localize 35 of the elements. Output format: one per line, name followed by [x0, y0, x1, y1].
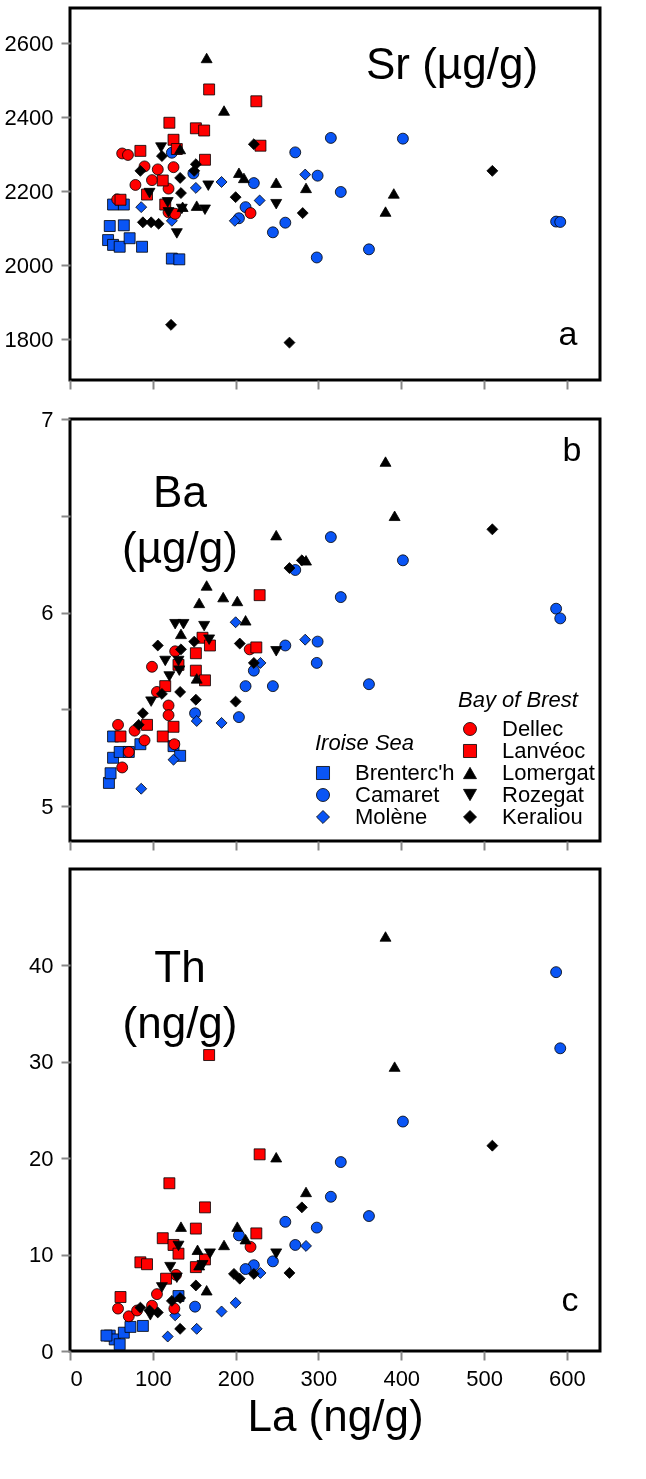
legend-label: Molène [355, 804, 428, 829]
x-tick-label: 600 [549, 1365, 586, 1391]
y-tick-label: 0 [41, 1338, 54, 1364]
y-tick-label: 1800 [4, 326, 54, 352]
x-axis-title: La (ng/g) [247, 1390, 424, 1440]
y-axis-title: Sr (µg/g) [365, 39, 539, 88]
annotation: c [561, 1280, 579, 1318]
y-tick-label: 2400 [4, 104, 54, 130]
y-tick-label: 2600 [4, 30, 54, 56]
x-tick-label: 500 [466, 1365, 503, 1391]
legend-label: Brenterc'h [355, 760, 455, 785]
y-tick-label: 40 [29, 952, 54, 978]
x-tick-label: 100 [134, 1365, 172, 1391]
y-tick-label: 30 [29, 1049, 54, 1075]
y-tick-label: 5 [41, 793, 54, 819]
y-tick-label: 10 [29, 1242, 54, 1268]
y-tick-label: 2200 [4, 178, 54, 204]
x-tick-label: 400 [383, 1365, 421, 1391]
x-tick-label: 300 [300, 1365, 338, 1391]
annotation: Iroise Sea [315, 730, 415, 755]
annotation: Bay of Brest [458, 687, 579, 712]
y-tick-label: 7 [41, 406, 54, 432]
y-axis-title: Ba (µg/g) [122, 467, 238, 572]
legend-label: Lanvéoc [502, 738, 586, 763]
y-tick-label: 2000 [4, 252, 54, 278]
y-axis-title: Th (ng/g) [122, 942, 238, 1047]
legend-label: Lomergat [502, 760, 595, 785]
x-tick-label: 200 [217, 1365, 255, 1391]
annotation: a [558, 314, 578, 352]
legend-label: Dellec [502, 716, 564, 741]
x-tick-label: 0 [70, 1365, 83, 1391]
y-tick-label: 20 [29, 1145, 54, 1171]
annotation: b [562, 430, 582, 468]
legend-label: Camaret [355, 782, 440, 807]
y-tick-label: 6 [41, 600, 54, 626]
